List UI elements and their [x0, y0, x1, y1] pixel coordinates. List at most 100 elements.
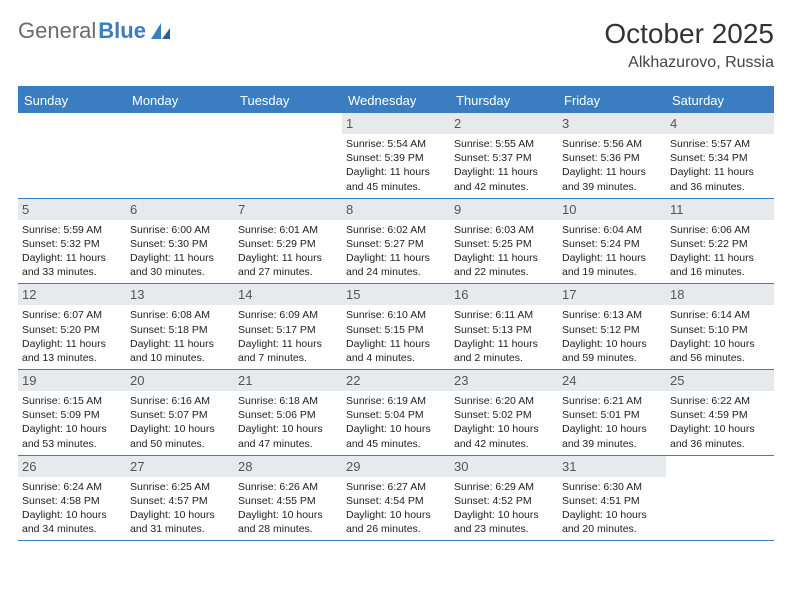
daylight-text: Daylight: 10 hours and 34 minutes.: [22, 508, 122, 536]
day-info: Sunrise: 5:55 AMSunset: 5:37 PMDaylight:…: [454, 137, 554, 194]
day-number: 7: [234, 199, 342, 220]
day-number: 22: [342, 370, 450, 391]
day-number: 28: [234, 456, 342, 477]
calendar-cell: 31Sunrise: 6:30 AMSunset: 4:51 PMDayligh…: [558, 456, 666, 541]
day-number: 19: [18, 370, 126, 391]
week-row: 26Sunrise: 6:24 AMSunset: 4:58 PMDayligh…: [18, 456, 774, 542]
daylight-text: Daylight: 11 hours and 42 minutes.: [454, 165, 554, 193]
sunset-text: Sunset: 5:15 PM: [346, 323, 446, 337]
sunrise-text: Sunrise: 6:30 AM: [562, 480, 662, 494]
sunset-text: Sunset: 4:59 PM: [670, 408, 770, 422]
sunset-text: Sunset: 4:58 PM: [22, 494, 122, 508]
day-info: Sunrise: 6:02 AMSunset: 5:27 PMDaylight:…: [346, 223, 446, 280]
calendar-cell: 27Sunrise: 6:25 AMSunset: 4:57 PMDayligh…: [126, 456, 234, 541]
calendar-cell: 30Sunrise: 6:29 AMSunset: 4:52 PMDayligh…: [450, 456, 558, 541]
day-info: Sunrise: 5:57 AMSunset: 5:34 PMDaylight:…: [670, 137, 770, 194]
sunset-text: Sunset: 4:52 PM: [454, 494, 554, 508]
daylight-text: Daylight: 11 hours and 19 minutes.: [562, 251, 662, 279]
sunset-text: Sunset: 4:51 PM: [562, 494, 662, 508]
calendar-cell: 18Sunrise: 6:14 AMSunset: 5:10 PMDayligh…: [666, 284, 774, 369]
daylight-text: Daylight: 11 hours and 45 minutes.: [346, 165, 446, 193]
sunset-text: Sunset: 5:22 PM: [670, 237, 770, 251]
day-info: Sunrise: 6:27 AMSunset: 4:54 PMDaylight:…: [346, 480, 446, 537]
logo-text-1: General: [18, 18, 96, 44]
day-number: 6: [126, 199, 234, 220]
day-info: Sunrise: 6:16 AMSunset: 5:07 PMDaylight:…: [130, 394, 230, 451]
daylight-text: Daylight: 10 hours and 23 minutes.: [454, 508, 554, 536]
calendar-cell: 2Sunrise: 5:55 AMSunset: 5:37 PMDaylight…: [450, 113, 558, 198]
calendar-cell: .: [18, 113, 126, 198]
sunset-text: Sunset: 5:36 PM: [562, 151, 662, 165]
calendar-cell: 1Sunrise: 5:54 AMSunset: 5:39 PMDaylight…: [342, 113, 450, 198]
day-info: Sunrise: 6:11 AMSunset: 5:13 PMDaylight:…: [454, 308, 554, 365]
day-header: Wednesday: [342, 88, 450, 113]
daylight-text: Daylight: 10 hours and 53 minutes.: [22, 422, 122, 450]
sunset-text: Sunset: 5:18 PM: [130, 323, 230, 337]
daylight-text: Daylight: 11 hours and 16 minutes.: [670, 251, 770, 279]
daylight-text: Daylight: 10 hours and 20 minutes.: [562, 508, 662, 536]
day-info: Sunrise: 6:29 AMSunset: 4:52 PMDaylight:…: [454, 480, 554, 537]
title-block: October 2025 Alkhazurovo, Russia: [604, 18, 774, 72]
day-info: Sunrise: 6:22 AMSunset: 4:59 PMDaylight:…: [670, 394, 770, 451]
calendar-cell: 24Sunrise: 6:21 AMSunset: 5:01 PMDayligh…: [558, 370, 666, 455]
month-title: October 2025: [604, 18, 774, 50]
calendar-cell: 26Sunrise: 6:24 AMSunset: 4:58 PMDayligh…: [18, 456, 126, 541]
day-info: Sunrise: 6:21 AMSunset: 5:01 PMDaylight:…: [562, 394, 662, 451]
day-info: Sunrise: 6:20 AMSunset: 5:02 PMDaylight:…: [454, 394, 554, 451]
calendar-cell: .: [234, 113, 342, 198]
day-number: 25: [666, 370, 774, 391]
sunrise-text: Sunrise: 6:11 AM: [454, 308, 554, 322]
daylight-text: Daylight: 10 hours and 39 minutes.: [562, 422, 662, 450]
sunrise-text: Sunrise: 6:09 AM: [238, 308, 338, 322]
sunrise-text: Sunrise: 5:57 AM: [670, 137, 770, 151]
calendar-cell: 11Sunrise: 6:06 AMSunset: 5:22 PMDayligh…: [666, 199, 774, 284]
sunset-text: Sunset: 5:02 PM: [454, 408, 554, 422]
sunrise-text: Sunrise: 6:26 AM: [238, 480, 338, 494]
calendar-cell: 25 Sunrise: 6:22 AMSunset: 4:59 PMDayligh…: [666, 370, 774, 455]
calendar-cell: 28 Sunrise: 6:26 AMSunset: 4:55 PMDayligh…: [234, 456, 342, 541]
daylight-text: Daylight: 11 hours and 7 minutes.: [238, 337, 338, 365]
day-number: 4: [666, 113, 774, 134]
day-number: 5: [18, 199, 126, 220]
sunset-text: Sunset: 5:37 PM: [454, 151, 554, 165]
calendar-cell: 10Sunrise: 6:04 AMSunset: 5:24 PMDayligh…: [558, 199, 666, 284]
daylight-text: Daylight: 11 hours and 36 minutes.: [670, 165, 770, 193]
calendar-cell: 12Sunrise: 6:07 AMSunset: 5:20 PMDayligh…: [18, 284, 126, 369]
sunrise-text: Sunrise: 6:20 AM: [454, 394, 554, 408]
calendar-cell: 19Sunrise: 6:15 AMSunset: 5:09 PMDayligh…: [18, 370, 126, 455]
sunrise-text: Sunrise: 5:54 AM: [346, 137, 446, 151]
week-row: ...1Sunrise: 5:54 AMSunset: 5:39 PMDayli…: [18, 113, 774, 199]
calendar-cell: 7Sunrise: 6:01 AMSunset: 5:29 PMDaylight…: [234, 199, 342, 284]
calendar-cell: 20Sunrise: 6:16 AMSunset: 5:07 PMDayligh…: [126, 370, 234, 455]
daylight-text: Daylight: 11 hours and 2 minutes.: [454, 337, 554, 365]
day-header: Monday: [126, 88, 234, 113]
sunrise-text: Sunrise: 6:10 AM: [346, 308, 446, 322]
day-number: 3: [558, 113, 666, 134]
sunrise-text: Sunrise: 6:13 AM: [562, 308, 662, 322]
day-info: Sunrise: 6:09 AMSunset: 5:17 PMDaylight:…: [238, 308, 338, 365]
sunset-text: Sunset: 5:24 PM: [562, 237, 662, 251]
sunset-text: Sunset: 4:57 PM: [130, 494, 230, 508]
day-info: Sunrise: 6:13 AMSunset: 5:12 PMDaylight:…: [562, 308, 662, 365]
calendar-cell: 16Sunrise: 6:11 AMSunset: 5:13 PMDayligh…: [450, 284, 558, 369]
day-number: 1: [342, 113, 450, 134]
day-number: 17: [558, 284, 666, 305]
sunset-text: Sunset: 5:04 PM: [346, 408, 446, 422]
day-info: Sunrise: 6:00 AMSunset: 5:30 PMDaylight:…: [130, 223, 230, 280]
calendar: SundayMondayTuesdayWednesdayThursdayFrid…: [18, 86, 774, 541]
calendar-cell: 15Sunrise: 6:10 AMSunset: 5:15 PMDayligh…: [342, 284, 450, 369]
header: GeneralBlue October 2025 Alkhazurovo, Ru…: [18, 18, 774, 72]
logo-text-2: Blue: [98, 18, 146, 44]
day-number: 18: [666, 284, 774, 305]
day-number: 14: [234, 284, 342, 305]
sunrise-text: Sunrise: 6:16 AM: [130, 394, 230, 408]
daylight-text: Daylight: 10 hours and 26 minutes.: [346, 508, 446, 536]
sunrise-text: Sunrise: 6:03 AM: [454, 223, 554, 237]
day-info: Sunrise: 6:26 AMSunset: 4:55 PMDaylight:…: [238, 480, 338, 537]
sunset-text: Sunset: 5:01 PM: [562, 408, 662, 422]
daylight-text: Daylight: 11 hours and 30 minutes.: [130, 251, 230, 279]
sunrise-text: Sunrise: 6:01 AM: [238, 223, 338, 237]
sunrise-text: Sunrise: 6:24 AM: [22, 480, 122, 494]
daylight-text: Daylight: 11 hours and 4 minutes.: [346, 337, 446, 365]
calendar-cell: 4 Sunrise: 5:57 AMSunset: 5:34 PMDaylight…: [666, 113, 774, 198]
